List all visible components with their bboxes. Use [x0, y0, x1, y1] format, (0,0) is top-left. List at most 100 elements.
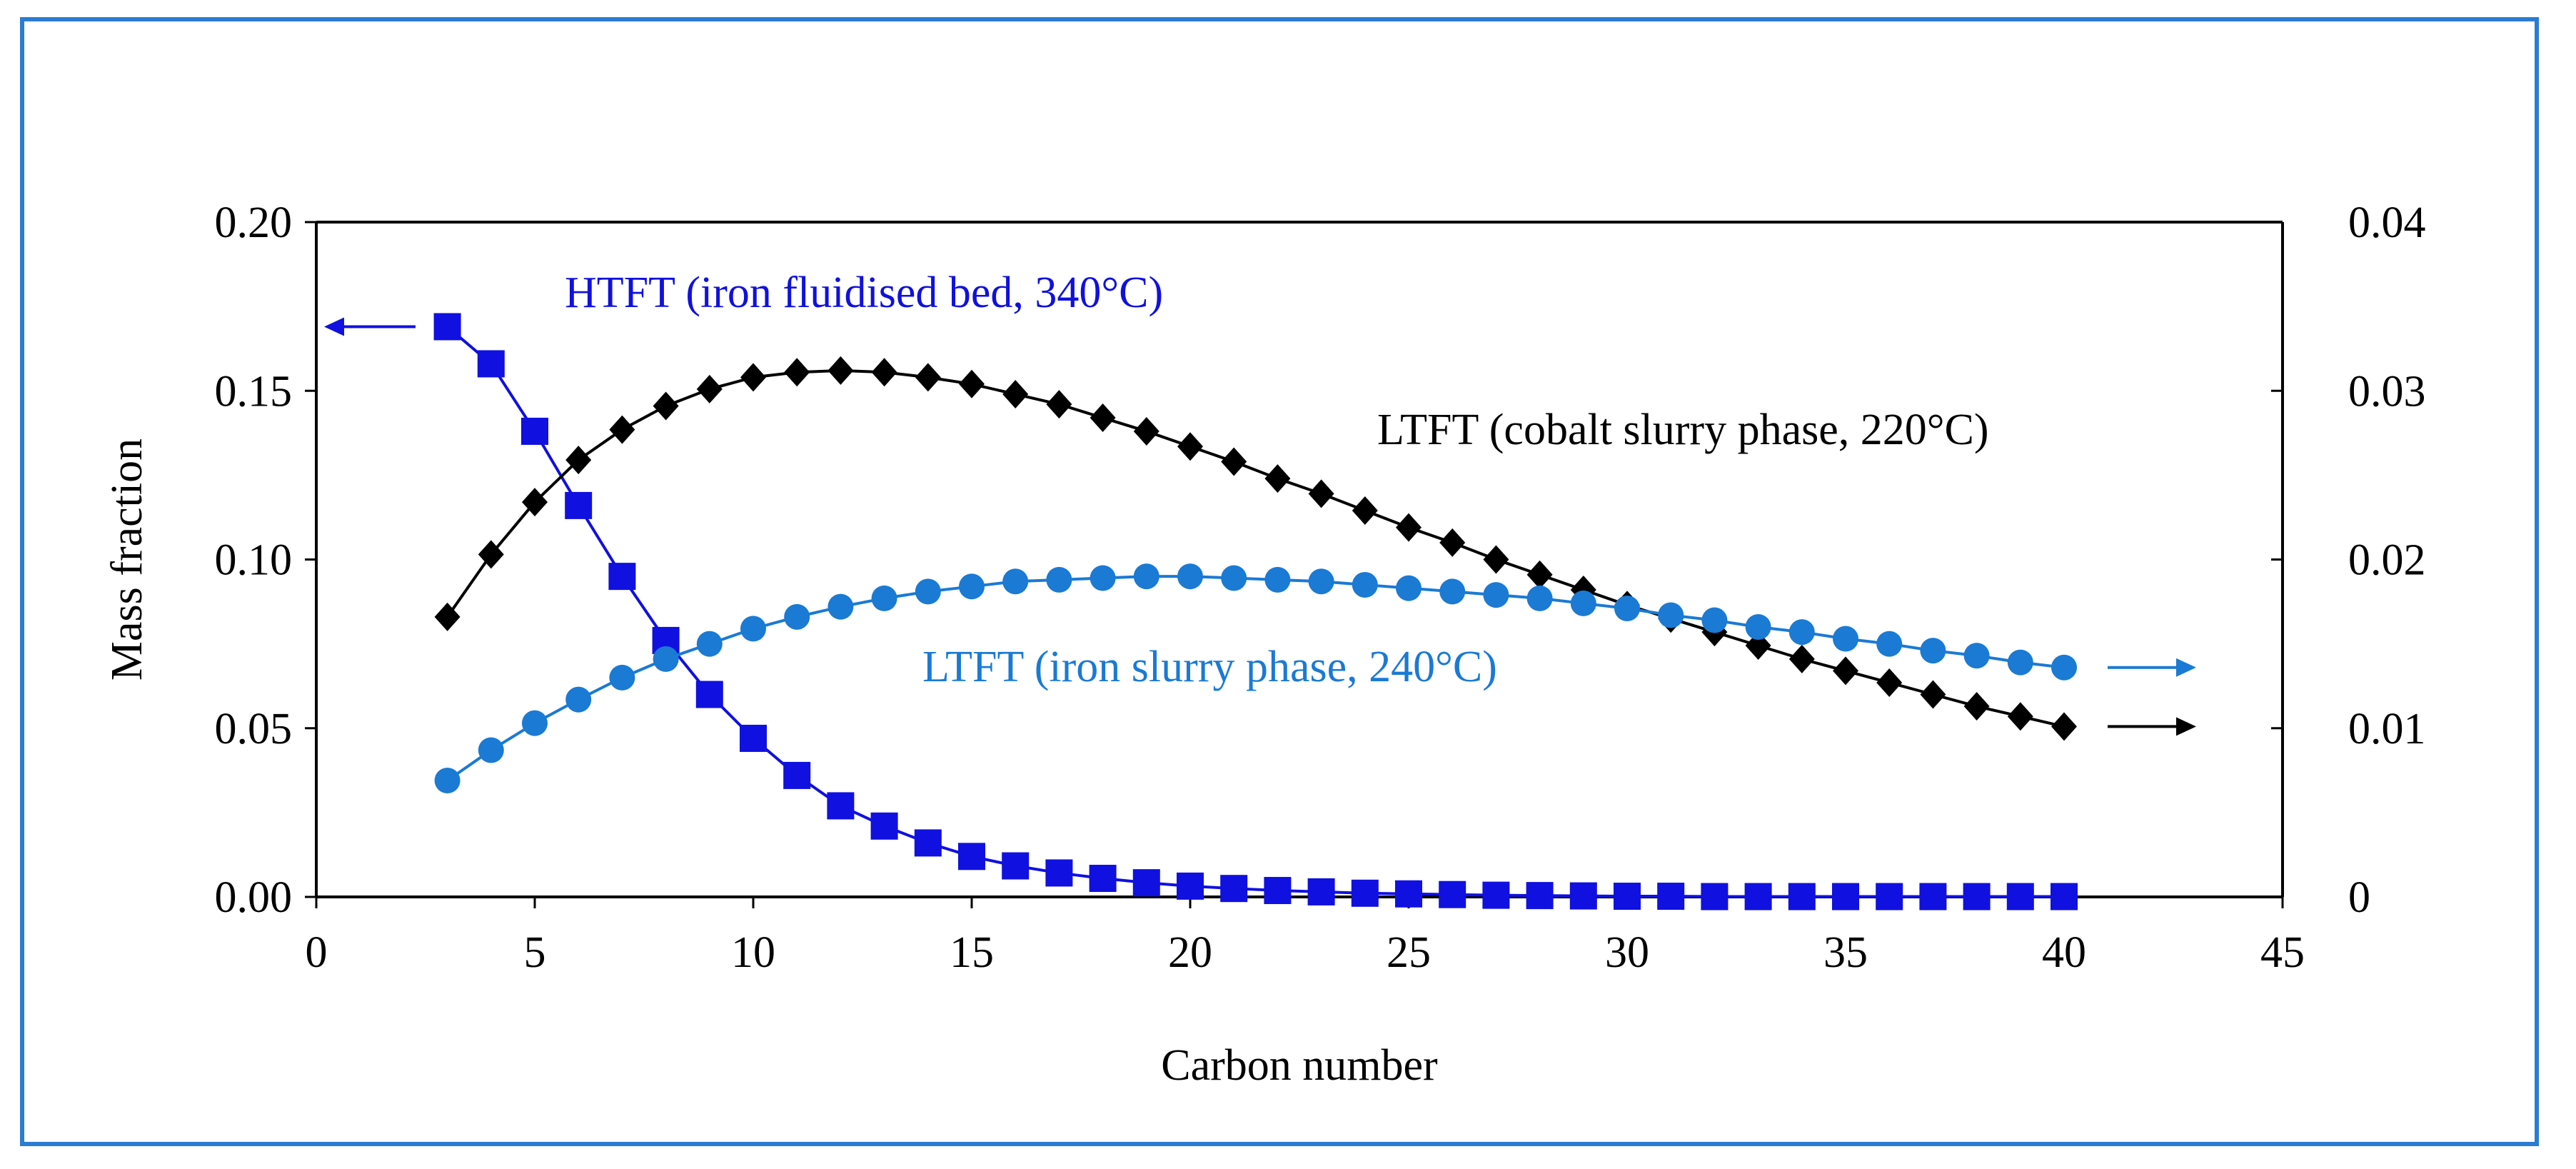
data-point-square	[1307, 878, 1335, 905]
data-point-square	[1395, 880, 1422, 908]
y-right-tick-label: 0.02	[2348, 536, 2426, 585]
y-left-tick-label: 0.20	[215, 199, 293, 247]
data-point-square	[1351, 879, 1379, 907]
data-point-diamond	[1833, 656, 1858, 686]
data-point-diamond	[740, 363, 766, 392]
series-label-ltft-iron: LTFT (iron slurry phase, 240°C)	[922, 643, 1497, 691]
data-point-diamond	[827, 356, 854, 385]
data-point-diamond	[959, 369, 985, 398]
data-point-square	[1220, 875, 1248, 903]
data-point-diamond	[1876, 668, 1903, 697]
chart-frame: 0 5 10 15 20 25 30 35 40 45 0.00 0.05 0.10 0.15 0.20 0 0…	[20, 17, 2539, 1146]
data-point-circle	[1221, 565, 1247, 591]
data-point-circle	[740, 616, 766, 642]
ticks: 0 5 10 15 20 25 30 35 40 45 0.00 0.05 0.10 0.15 0.20 0 0…	[215, 199, 2426, 977]
data-point-circle	[1526, 585, 1553, 611]
data-point-diamond	[1788, 644, 1815, 673]
data-point-square	[1177, 872, 1204, 900]
data-point-circle	[2007, 649, 2033, 676]
data-point-square	[1526, 882, 1554, 910]
data-point-diamond	[609, 415, 635, 444]
data-point-diamond	[1396, 513, 1422, 542]
data-point-diamond	[1221, 447, 1247, 476]
data-point-circle	[696, 631, 723, 657]
x-tick-label: 0	[306, 928, 328, 977]
x-tick-label: 40	[2042, 928, 2086, 977]
y-right-tick-label: 0	[2348, 873, 2370, 922]
data-point-diamond	[478, 540, 504, 569]
data-point-diamond	[1483, 545, 1509, 574]
data-point-square	[1264, 877, 1292, 905]
data-point-diamond	[1308, 479, 1334, 508]
data-point-diamond	[1352, 496, 1378, 525]
series-0	[324, 313, 2078, 910]
data-point-circle	[478, 737, 504, 763]
x-tick-label: 20	[1168, 928, 1212, 977]
x-tick-label: 35	[1823, 928, 1868, 977]
data-point-diamond	[1963, 692, 1990, 721]
data-point-square	[1089, 865, 1117, 893]
data-point-circle	[1963, 643, 1990, 669]
data-point-diamond	[2007, 702, 2033, 731]
data-point-circle	[1876, 631, 1903, 657]
data-point-diamond	[1526, 560, 1553, 589]
data-point-diamond	[1133, 416, 1159, 446]
data-point-square	[1963, 883, 1991, 910]
data-point-diamond	[784, 358, 810, 387]
series-1	[434, 356, 2196, 741]
data-point-diamond	[871, 358, 897, 387]
data-point-circle	[1177, 563, 1203, 590]
data-point-square	[783, 761, 811, 789]
data-point-square	[1439, 880, 1466, 908]
data-point-square	[1482, 881, 1510, 909]
data-point-circle	[1046, 566, 1072, 593]
data-point-square	[1832, 883, 1859, 910]
data-point-diamond	[1046, 390, 1072, 419]
data-point-diamond	[1090, 403, 1116, 433]
data-point-circle	[915, 578, 941, 605]
x-tick-label: 45	[2260, 928, 2305, 977]
series-label-htft: HTFT (iron fluidised bed, 340°C)	[565, 269, 1163, 317]
data-point-square	[565, 491, 593, 519]
data-point-circle	[1352, 571, 1378, 598]
x-tick-label: 10	[731, 928, 775, 977]
data-point-diamond	[1264, 464, 1291, 493]
y-axis-title: Mass fraction	[103, 438, 151, 681]
data-point-circle	[2051, 654, 2077, 681]
data-point-diamond	[1920, 680, 1946, 709]
data-point-diamond	[1439, 528, 1466, 557]
data-point-square	[2051, 883, 2078, 910]
y-left-tick-label: 0.15	[215, 367, 293, 416]
data-point-square	[521, 417, 548, 445]
data-point-circle	[434, 767, 461, 793]
axis-arrow-head	[324, 317, 344, 336]
data-point-circle	[871, 585, 897, 611]
data-point-square	[433, 313, 461, 341]
data-point-circle	[1788, 619, 1815, 646]
data-point-circle	[565, 686, 592, 713]
data-point-square	[1919, 883, 1947, 910]
labels-layer: Carbon number Mass fraction HTFT (iron f…	[103, 269, 1989, 1090]
x-tick-label: 5	[524, 928, 546, 977]
data-point-circle	[1090, 565, 1116, 591]
data-point-square	[477, 350, 505, 378]
data-point-diamond	[915, 363, 941, 392]
axis-arrow-head	[2176, 717, 2196, 736]
x-tick-label: 30	[1605, 928, 1649, 977]
data-point-square	[1657, 883, 1685, 910]
data-point-circle	[1833, 626, 1858, 652]
data-point-circle	[1658, 602, 1684, 628]
data-point-circle	[1133, 563, 1159, 590]
data-point-circle	[1396, 575, 1422, 601]
data-point-circle	[1920, 638, 1946, 664]
data-point-circle	[959, 573, 985, 600]
data-point-circle	[784, 603, 810, 630]
y-left-tick-label: 0.05	[215, 705, 293, 753]
y-left-tick-label: 0.00	[215, 873, 293, 922]
data-point-square	[1744, 883, 1772, 910]
data-point-square	[1132, 869, 1160, 897]
data-point-square	[914, 829, 942, 857]
data-point-square	[1002, 852, 1030, 880]
series-layer	[324, 313, 2196, 910]
data-point-circle	[1614, 596, 1640, 622]
